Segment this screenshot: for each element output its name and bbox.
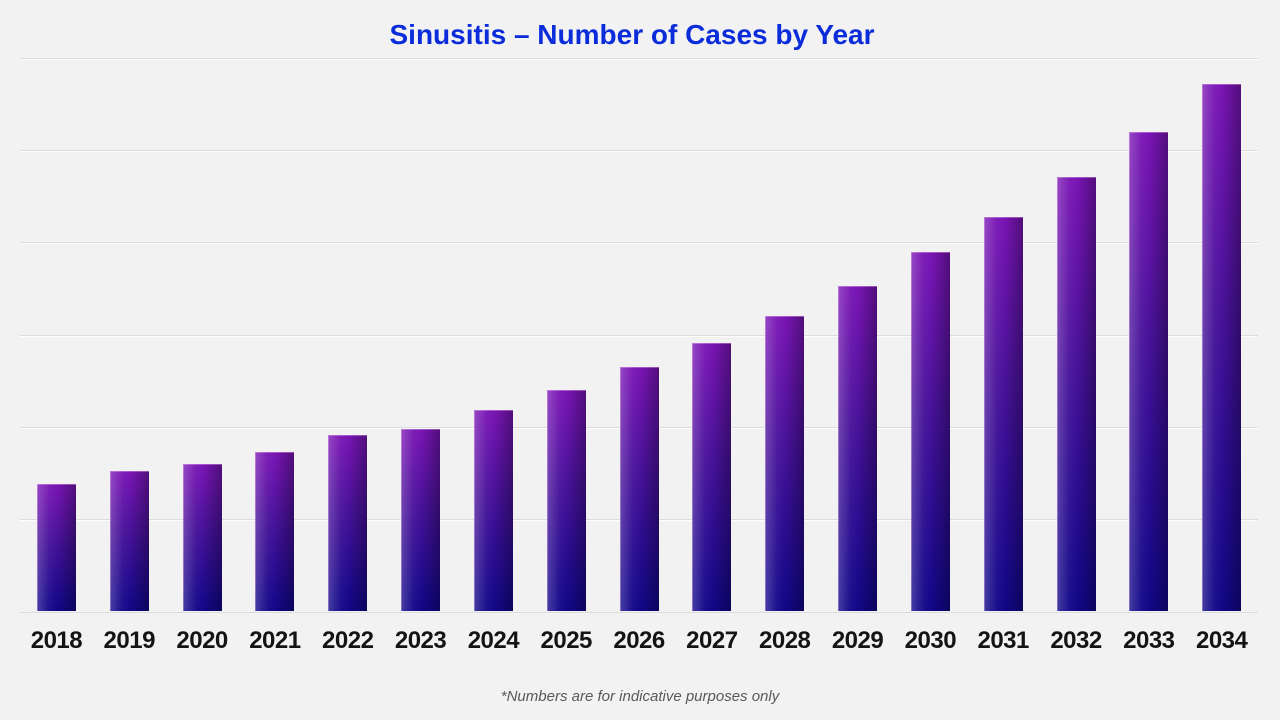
x-tick-label-2031: 2031 — [977, 627, 1029, 654]
bar-slot — [20, 58, 93, 611]
bar-2031 — [983, 216, 1023, 611]
bar-2023 — [401, 428, 441, 611]
bar-slot — [1040, 58, 1113, 611]
bar-slot — [894, 58, 967, 611]
x-axis-line — [20, 612, 1258, 613]
bars-container — [20, 58, 1258, 611]
bar-2021 — [255, 451, 295, 611]
x-tick-label-2034: 2034 — [1195, 627, 1248, 654]
bar-slot — [93, 58, 166, 611]
gridline — [20, 334, 1258, 336]
bar-2020 — [182, 464, 222, 611]
x-tick-label-2020: 2020 — [176, 627, 228, 654]
bar-2025 — [546, 389, 586, 611]
bar-2028 — [765, 316, 805, 611]
x-tick-label-2032: 2032 — [1050, 627, 1102, 654]
chart-title: Sinusitis – Number of Cases by Year — [389, 19, 875, 50]
x-tick-label-2027: 2027 — [686, 627, 738, 654]
gridline — [20, 242, 1258, 244]
x-tick-label-2024: 2024 — [467, 627, 520, 654]
bar-slot — [311, 58, 384, 611]
bar-2029 — [838, 285, 878, 611]
bar-2030 — [910, 251, 950, 611]
bar-2033 — [1129, 131, 1169, 611]
bar-slot — [1185, 58, 1258, 611]
bar-2034 — [1202, 83, 1242, 611]
bar-slot — [967, 58, 1040, 611]
bar-slot — [384, 58, 457, 611]
bar-2032 — [1056, 176, 1096, 611]
gridline — [20, 58, 1258, 59]
bar-2026 — [619, 366, 659, 611]
plot-area — [20, 58, 1258, 613]
bar-slot — [457, 58, 530, 611]
gridline — [20, 150, 1258, 152]
bar-slot — [748, 58, 821, 611]
x-tick-label-2028: 2028 — [759, 627, 811, 654]
x-tick-label-2025: 2025 — [540, 627, 593, 654]
x-tick-label-2026: 2026 — [613, 627, 665, 654]
bar-2024 — [473, 410, 513, 611]
bar-slot — [238, 58, 311, 611]
bar-2018 — [36, 483, 76, 611]
bar-slot — [675, 58, 748, 611]
x-tick-label-2019: 2019 — [103, 627, 156, 654]
bar-2019 — [109, 470, 149, 611]
bar-slot — [603, 58, 676, 611]
x-tick-label-2022: 2022 — [322, 627, 374, 654]
x-tick-label-2023: 2023 — [394, 627, 447, 654]
x-tick-label-2018: 2018 — [30, 627, 83, 654]
x-tick-label-2029: 2029 — [831, 627, 884, 654]
x-tick-label-2030: 2030 — [904, 627, 957, 654]
bar-2022 — [328, 434, 368, 611]
x-tick-label-2021: 2021 — [249, 627, 301, 654]
bar-slot — [1112, 58, 1185, 611]
bar-slot — [821, 58, 894, 611]
x-tick-label-2033: 2033 — [1123, 627, 1175, 654]
x-axis-labels: 2018 2019 2020 2021 2022 2023 2024 2025 2026 2027… — [20, 627, 1258, 655]
bar-slot — [530, 58, 603, 611]
bar-2027 — [692, 342, 732, 611]
bar-slot — [166, 58, 239, 611]
footnote: *Numbers are for indicative purposes onl… — [500, 688, 780, 705]
